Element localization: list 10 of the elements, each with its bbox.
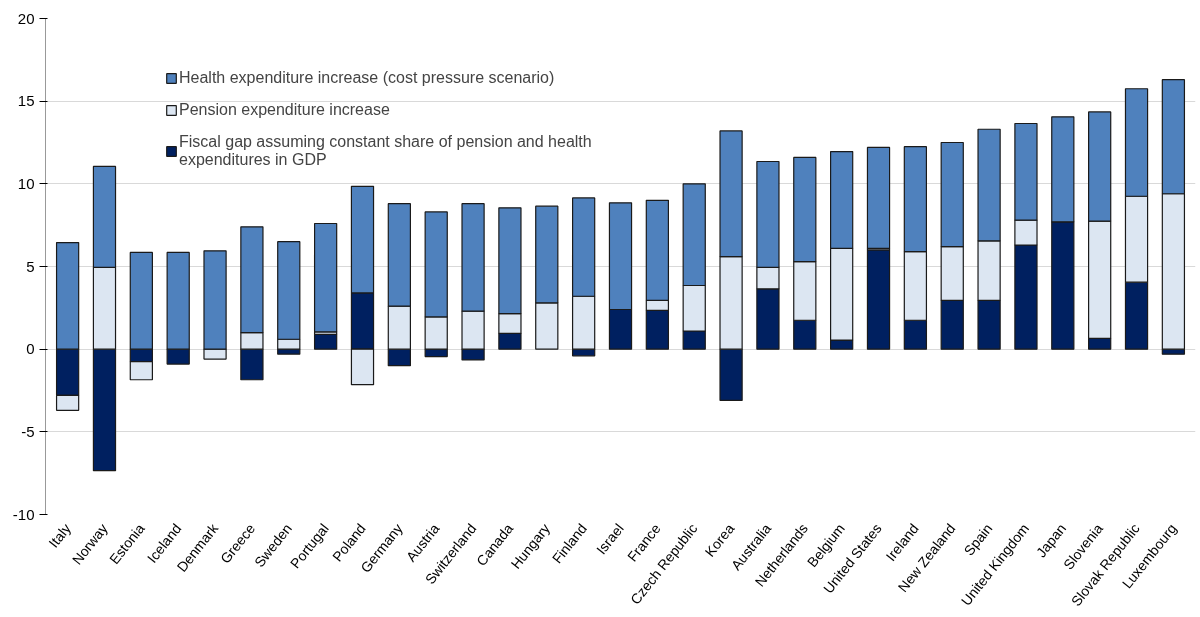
y-tick-label: -10	[12, 505, 35, 523]
legend-label: Pension expenditure increase	[179, 101, 390, 119]
y-tick-label: -5	[21, 422, 35, 440]
legend-label: Fiscal gap assuming constant share of pension and health expenditures in GDP	[179, 133, 592, 169]
y-tick-label: 20	[17, 9, 35, 27]
y-tick-label: 0	[26, 340, 35, 358]
y-tick-label: 15	[17, 92, 35, 110]
y-tick-label: 10	[17, 174, 35, 192]
legend-label: Health expenditure increase (cost pressure scenario)	[179, 69, 555, 87]
y-tick-label: 5	[26, 257, 35, 275]
